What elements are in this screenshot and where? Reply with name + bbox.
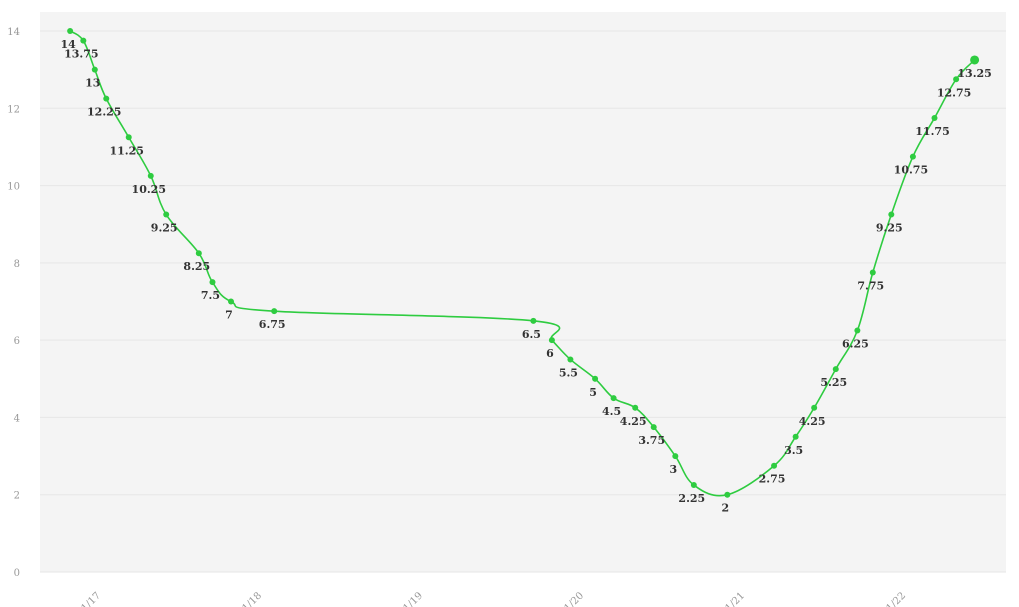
data-label: 10.25 — [132, 183, 166, 196]
x-axis: 01/17 01/18 01/19 01/20 01/21 01/22 — [75, 590, 908, 607]
data-label: 4.25 — [620, 415, 647, 428]
data-label: 2.75 — [759, 473, 786, 486]
data-point — [91, 66, 98, 73]
data-point — [690, 482, 697, 489]
data-label: 14 — [60, 38, 76, 51]
data-label: 13.25 — [957, 67, 991, 80]
data-label: 3 — [669, 463, 677, 476]
x-tick-label: 01/19 — [397, 590, 425, 607]
data-label: 12.25 — [87, 106, 121, 119]
data-label: 5.25 — [820, 376, 847, 389]
data-point — [567, 356, 574, 363]
data-point — [209, 279, 216, 286]
data-point — [792, 433, 799, 440]
data-label: 12.75 — [937, 86, 971, 99]
data-label: 11.25 — [110, 144, 144, 157]
y-tick-label: 14 — [7, 27, 20, 38]
data-point — [869, 269, 876, 276]
x-tick-label: 01/21 — [719, 590, 747, 607]
data-label: 3.5 — [784, 444, 803, 457]
data-point — [530, 317, 537, 324]
data-point — [650, 424, 657, 431]
data-point — [970, 55, 980, 65]
data-point — [228, 298, 235, 305]
data-label: 9.25 — [876, 222, 903, 235]
grid-lines — [40, 30, 1006, 573]
y-tick-label: 12 — [7, 104, 20, 115]
data-point — [125, 134, 132, 141]
data-label: 7.5 — [201, 289, 220, 302]
data-label: 13 — [85, 77, 100, 90]
data-label: 11.75 — [915, 125, 949, 138]
data-label: 6.25 — [842, 337, 869, 350]
data-label: 2 — [722, 502, 730, 515]
data-label: 5 — [589, 386, 597, 399]
data-point — [854, 327, 861, 334]
y-tick-label: 4 — [14, 413, 20, 424]
y-tick-label: 8 — [14, 259, 20, 270]
y-tick-label: 10 — [7, 182, 20, 193]
data-label: 2.25 — [678, 492, 705, 505]
data-point — [103, 95, 110, 102]
data-point — [888, 211, 895, 218]
data-point — [67, 28, 74, 34]
data-label: 13.75 — [64, 48, 98, 61]
data-label: 10.75 — [894, 164, 928, 177]
data-point — [953, 76, 960, 83]
data-label: 7.75 — [857, 280, 884, 293]
data-label: 4.25 — [799, 415, 826, 428]
data-label: 6.5 — [522, 328, 541, 341]
data-label: 5.5 — [559, 366, 578, 379]
y-axis: 0 2 4 6 8 10 12 14 — [7, 27, 20, 579]
data-point — [632, 404, 639, 411]
data-label: 3.75 — [638, 434, 665, 447]
data-label: 9.25 — [151, 222, 178, 235]
data-label: 7 — [225, 309, 233, 322]
data-point — [771, 462, 778, 469]
y-tick-label: 2 — [14, 491, 20, 502]
data-point — [811, 404, 818, 411]
data-point — [832, 366, 839, 373]
data-point — [610, 395, 617, 402]
data-point — [195, 250, 202, 257]
data-points — [67, 28, 980, 498]
y-tick-label: 0 — [14, 568, 20, 579]
data-point — [163, 211, 170, 218]
data-point — [80, 37, 87, 44]
data-label: 4.5 — [602, 405, 621, 418]
data-point — [724, 491, 731, 498]
data-point — [931, 114, 938, 121]
x-tick-label: 01/20 — [558, 590, 586, 607]
data-point — [271, 308, 278, 315]
x-tick-label: 01/22 — [880, 590, 908, 607]
plot-background — [40, 12, 1006, 572]
data-point — [672, 453, 679, 460]
data-point — [909, 153, 916, 160]
x-tick-label: 01/18 — [236, 590, 264, 607]
data-label: 6 — [546, 347, 554, 360]
data-label: 8.25 — [183, 260, 210, 273]
x-tick-label: 01/17 — [75, 590, 103, 607]
data-label: 6.75 — [259, 318, 286, 331]
data-point — [548, 337, 555, 344]
data-point — [592, 375, 599, 382]
y-tick-label: 6 — [14, 336, 20, 347]
data-point — [147, 172, 154, 179]
